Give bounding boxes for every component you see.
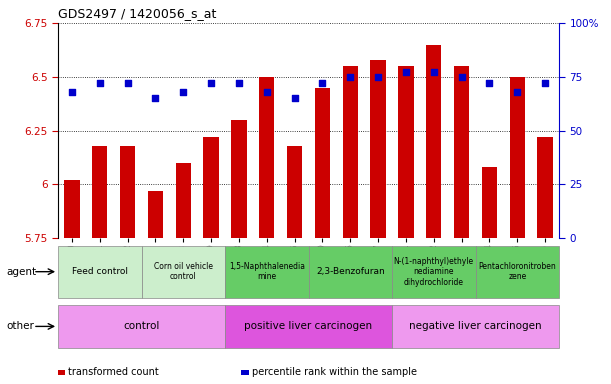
Point bbox=[234, 80, 244, 86]
Text: transformed count: transformed count bbox=[68, 367, 159, 377]
Bar bbox=[232, 120, 247, 238]
Point bbox=[67, 89, 77, 95]
Point bbox=[513, 89, 522, 95]
Point bbox=[95, 80, 104, 86]
Text: Feed control: Feed control bbox=[72, 267, 128, 276]
Bar bbox=[482, 167, 497, 238]
Text: negative liver carcinogen: negative liver carcinogen bbox=[409, 321, 542, 331]
Bar bbox=[392, 246, 475, 298]
Bar bbox=[142, 246, 225, 298]
Bar bbox=[392, 305, 559, 348]
Bar bbox=[343, 66, 358, 238]
Text: control: control bbox=[123, 321, 159, 331]
Bar bbox=[225, 305, 392, 348]
Point bbox=[429, 70, 439, 76]
Bar bbox=[64, 180, 79, 238]
Text: 1,5-Naphthalenedia
mine: 1,5-Naphthalenedia mine bbox=[229, 262, 305, 281]
Point bbox=[290, 95, 299, 101]
Point bbox=[457, 74, 467, 80]
Bar bbox=[120, 146, 135, 238]
Point bbox=[485, 80, 494, 86]
Point bbox=[373, 74, 383, 80]
Text: GDS2497 / 1420056_s_at: GDS2497 / 1420056_s_at bbox=[58, 7, 216, 20]
Point bbox=[318, 80, 327, 86]
Text: other: other bbox=[6, 321, 34, 331]
Bar bbox=[58, 246, 142, 298]
Text: Corn oil vehicle
control: Corn oil vehicle control bbox=[154, 262, 213, 281]
Text: Pentachloronitroben
zene: Pentachloronitroben zene bbox=[478, 262, 556, 281]
Bar bbox=[175, 163, 191, 238]
Text: positive liver carcinogen: positive liver carcinogen bbox=[244, 321, 373, 331]
Bar bbox=[148, 191, 163, 238]
Bar bbox=[58, 305, 225, 348]
Bar bbox=[426, 45, 442, 238]
Bar bbox=[259, 77, 274, 238]
Point bbox=[401, 70, 411, 76]
Bar bbox=[225, 246, 309, 298]
Bar bbox=[538, 137, 553, 238]
Bar bbox=[287, 146, 302, 238]
Text: percentile rank within the sample: percentile rank within the sample bbox=[252, 367, 417, 377]
Text: N-(1-naphthyl)ethyle
nediamine
dihydrochloride: N-(1-naphthyl)ethyle nediamine dihydroch… bbox=[393, 257, 474, 286]
Bar bbox=[398, 66, 414, 238]
Point bbox=[150, 95, 160, 101]
Bar bbox=[203, 137, 219, 238]
Bar bbox=[510, 77, 525, 238]
Bar bbox=[454, 66, 469, 238]
Point bbox=[540, 80, 550, 86]
Bar bbox=[309, 246, 392, 298]
Point bbox=[123, 80, 133, 86]
Bar bbox=[315, 88, 330, 238]
Bar bbox=[475, 246, 559, 298]
Point bbox=[262, 89, 272, 95]
Bar bbox=[92, 146, 108, 238]
Bar bbox=[370, 60, 386, 238]
Text: 2,3-Benzofuran: 2,3-Benzofuran bbox=[316, 267, 385, 276]
Point bbox=[178, 89, 188, 95]
Point bbox=[207, 80, 216, 86]
Text: agent: agent bbox=[6, 266, 36, 277]
Point bbox=[345, 74, 355, 80]
